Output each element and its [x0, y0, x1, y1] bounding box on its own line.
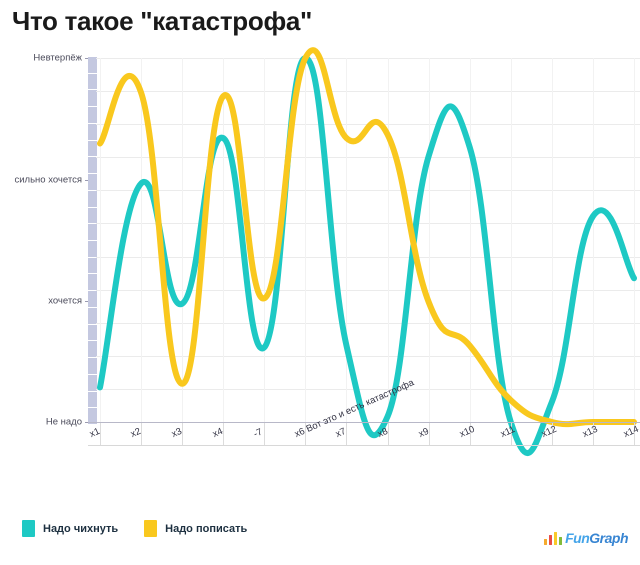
y-axis-band — [88, 56, 97, 425]
bar-chart-icon — [543, 531, 563, 545]
gridline-horizontal — [96, 91, 640, 92]
legend-item[interactable]: Надо чихнуть — [22, 520, 118, 537]
x-axis-tick — [469, 423, 471, 445]
gridline-vertical — [141, 58, 143, 422]
y-band-tick — [88, 156, 97, 158]
y-band-tick — [88, 390, 97, 392]
legend-swatch-icon — [22, 520, 35, 537]
x-axis-tick — [346, 423, 348, 445]
x-axis-tick — [387, 423, 389, 445]
y-band-tick — [88, 56, 97, 57]
y-axis-labels: Невтерпёж сильно хочется хочется Не надо — [0, 0, 96, 565]
y-axis-label: Не надо — [45, 416, 82, 428]
gridline-horizontal — [96, 356, 640, 357]
gridline-vertical — [387, 58, 389, 422]
y-band-tick — [88, 223, 97, 225]
series-line-sneeze — [97, 54, 637, 456]
y-band-tick — [88, 290, 97, 292]
x-axis-tick — [141, 423, 143, 445]
gridline-horizontal — [96, 157, 640, 158]
y-band-tick — [88, 424, 97, 425]
gridline-horizontal — [96, 389, 640, 390]
y-band-tick — [88, 72, 97, 74]
gridline-horizontal — [96, 257, 640, 258]
gridline-vertical — [305, 58, 307, 422]
y-band-tick — [88, 173, 97, 175]
series-lines — [97, 47, 637, 456]
x-axis-label: x10 — [457, 423, 477, 441]
gridline-vertical — [469, 58, 471, 422]
y-band-tick — [88, 256, 97, 258]
watermark-bar — [543, 539, 548, 545]
x-axis-tick — [100, 423, 101, 445]
chart-legend: Надо чихнуть Надо пописать — [22, 520, 247, 537]
gridline-horizontal — [96, 190, 640, 191]
y-axis-label: хочется — [48, 295, 82, 307]
y-band-tick — [88, 273, 97, 275]
watermark-text: FunGraph — [565, 530, 628, 546]
gridline-vertical — [264, 58, 266, 422]
y-band-tick — [88, 357, 97, 359]
gridline-horizontal — [96, 58, 640, 59]
watermark-text-fun: Fun — [565, 530, 590, 546]
x-axis-label: x13 — [580, 423, 600, 441]
y-band-tick — [88, 306, 97, 308]
x-axis-tick — [223, 423, 225, 445]
y-band-tick — [88, 373, 97, 375]
gridline-vertical — [634, 58, 635, 422]
y-band-tick — [88, 340, 97, 342]
gridline-horizontal — [96, 290, 640, 291]
y-band-tick — [88, 189, 97, 191]
gridline-vertical — [346, 58, 348, 422]
watermark-bar — [548, 535, 553, 545]
gridline-vertical — [100, 58, 101, 422]
x-axis-baseline — [88, 445, 640, 446]
y-band-tick — [88, 139, 97, 141]
x-axis-tick — [551, 423, 553, 445]
x-axis-tick — [182, 423, 184, 445]
y-band-tick — [88, 323, 97, 325]
y-band-tick — [88, 206, 97, 208]
gridline-vertical — [223, 58, 225, 422]
gridline-vertical — [182, 58, 184, 422]
gridline-horizontal — [96, 323, 640, 324]
y-band-tick — [88, 89, 97, 91]
x-axis-tick — [634, 423, 635, 445]
watermark-bar — [553, 532, 558, 545]
gridline-horizontal — [96, 223, 640, 224]
legend-item[interactable]: Надо пописать — [144, 520, 247, 537]
y-band-tick — [88, 122, 97, 124]
gridline-vertical — [428, 58, 430, 422]
legend-label: Надо пописать — [165, 522, 248, 535]
y-axis-label: сильно хочется — [14, 174, 83, 186]
x-axis-tick — [592, 423, 594, 445]
gridline-vertical — [592, 58, 594, 422]
page-title: Что такое "катастрофа" — [12, 6, 313, 36]
gridline-vertical — [510, 58, 512, 422]
y-band-tick — [88, 106, 97, 108]
plot-area — [96, 47, 640, 456]
series-line-pee — [97, 47, 637, 428]
fungraph-watermark: FunGraph — [543, 530, 628, 546]
x-axis-tick — [510, 423, 512, 445]
x-axis-label: -7 — [252, 426, 265, 441]
watermark-bar — [558, 537, 563, 545]
y-band-tick — [88, 240, 97, 241]
x-axis-tick — [305, 423, 307, 445]
y-axis-label: Невтерпёж — [33, 52, 82, 64]
legend-swatch-icon — [144, 520, 158, 537]
x-axis-tick — [428, 423, 430, 445]
gridline-vertical — [551, 58, 553, 422]
x-axis-label: x14 — [622, 423, 640, 441]
y-band-tick — [88, 407, 97, 409]
x-axis-line — [88, 422, 640, 423]
legend-label: Надо чихнуть — [43, 522, 119, 535]
x-axis-tick — [264, 423, 266, 445]
watermark-text-graph: Graph — [589, 530, 628, 546]
